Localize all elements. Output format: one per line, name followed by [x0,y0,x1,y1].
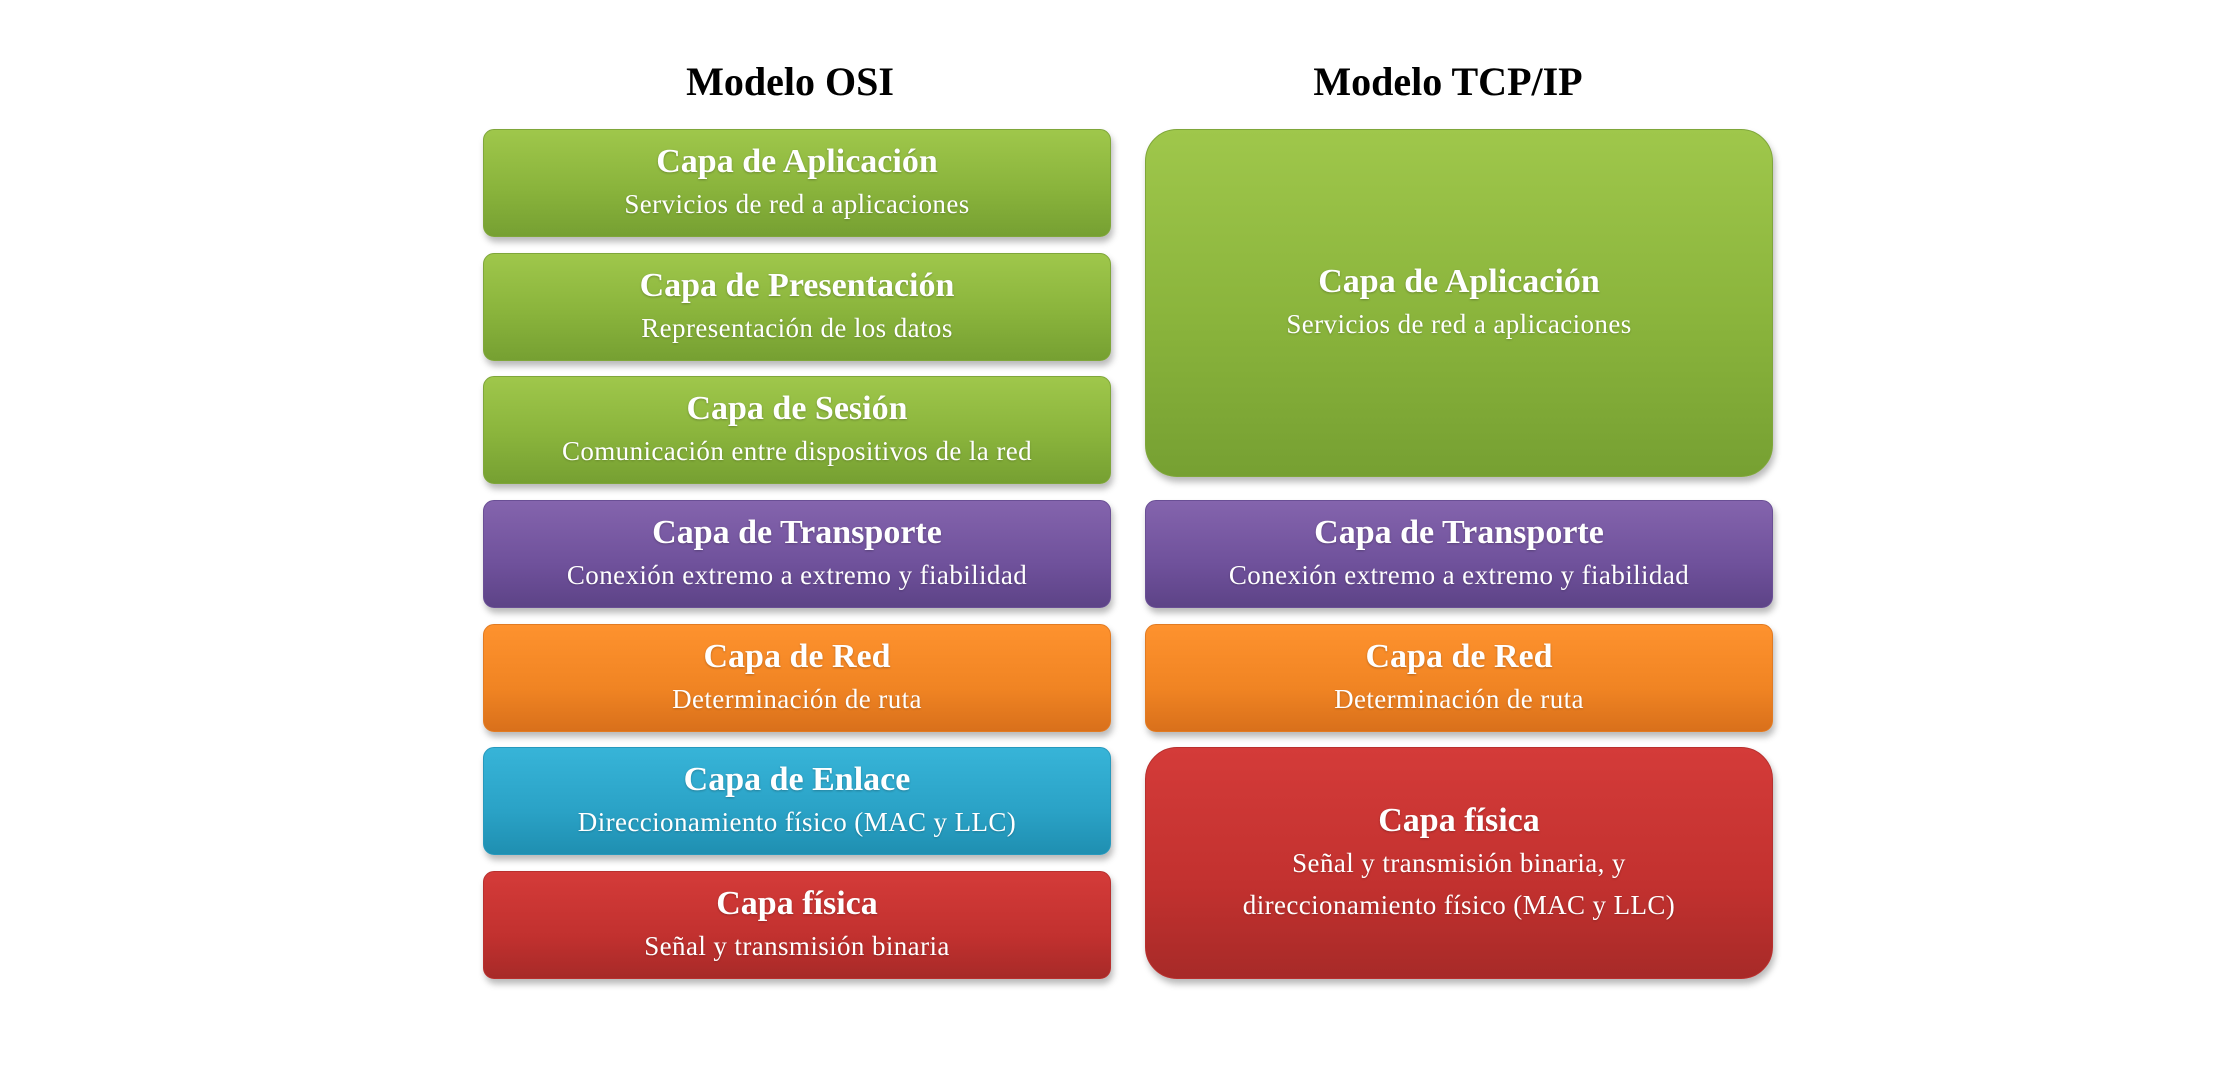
osi-layer-physical: Capa física Señal y transmisión binaria [483,871,1111,979]
osi-layer-network: Capa de Red Determinación de ruta [483,624,1111,732]
osi-model-title: Modelo OSI [686,59,894,104]
layer-name: Capa de Enlace [683,761,911,798]
layer-name: Capa de Sesión [686,390,908,427]
layer-description: Determinación de ruta [1334,684,1584,714]
layer-description: Señal y transmisión binaria [644,931,950,961]
osi-layer-presentation: Capa de Presentación Representación de l… [483,253,1111,361]
layer-name: Capa de Aplicación [1318,263,1600,300]
tcpip-layer-physical: Capa física Señal y transmisión binaria,… [1145,747,1773,979]
layer-description: Conexión extremo a extremo y fiabilidad [566,560,1028,590]
osi-layer-session: Capa de Sesión Comunicación entre dispos… [483,376,1111,484]
layer-name: Capa física [716,885,878,922]
layer-name: Capa de Aplicación [656,143,938,180]
layer-description: Direccionamiento físico (MAC y LLC) [577,807,1017,837]
osi-layer-application: Capa de Aplicación Servicios de red a ap… [483,129,1111,237]
layer-description: Señal y transmisión binaria, y direccion… [1242,848,1676,920]
layer-description: Determinación de ruta [672,684,922,714]
layer-description: Servicios de red a aplicaciones [1286,309,1632,339]
layer-name: Capa de Red [703,638,891,675]
osi-layer-transport: Capa de Transporte Conexión extremo a ex… [483,500,1111,608]
tcpip-model-title: Modelo TCP/IP [1313,59,1583,104]
layer-name: Capa de Transporte [652,514,942,551]
tcpip-layer-application: Capa de Aplicación Servicios de red a ap… [1145,129,1773,477]
layer-name: Capa física [1378,802,1540,839]
layer-name: Capa de Red [1365,638,1553,675]
layer-description: Servicios de red a aplicaciones [624,189,970,219]
tcpip-layer-network: Capa de Red Determinación de ruta [1145,624,1773,732]
layer-name: Capa de Presentación [639,267,955,304]
layer-name: Capa de Transporte [1314,514,1604,551]
osi-layer-data-link: Capa de Enlace Direccionamiento físico (… [483,747,1111,855]
layer-description: Comunicación entre dispositivos de la re… [561,436,1033,466]
layer-description: Conexión extremo a extremo y fiabilidad [1228,560,1690,590]
layer-description: Representación de los datos [641,313,953,343]
tcpip-layer-transport: Capa de Transporte Conexión extremo a ex… [1145,500,1773,608]
